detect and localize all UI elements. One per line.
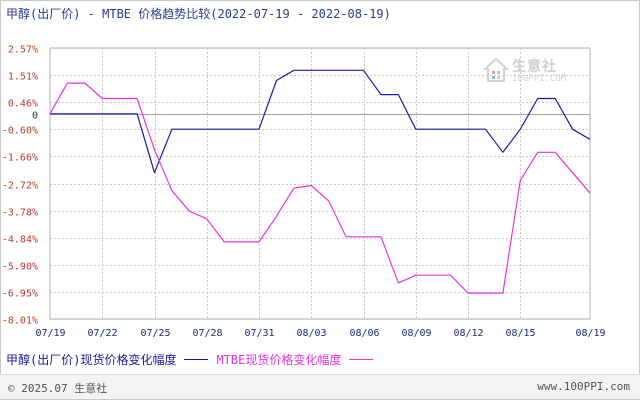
x-tick-label: 08/19 <box>575 328 605 339</box>
footer-site-link[interactable]: www.100PPI.com <box>537 380 630 393</box>
x-tick-label: 08/12 <box>453 328 483 339</box>
x-tick-label: 08/06 <box>349 328 379 339</box>
x-tick-label: 07/19 <box>35 328 65 339</box>
y-tick-label: 2.57% <box>8 45 38 56</box>
y-tick-label: 0.46% <box>8 99 38 110</box>
watermark-text: 生意社 <box>512 59 557 75</box>
watermark-subtext: 100PPI.COM <box>512 74 567 84</box>
y-tick-label: -0.60% <box>2 126 38 137</box>
legend-item-series-2: MTBE现货价格变化幅度 <box>216 351 374 368</box>
y-tick-label: -2.72% <box>2 181 38 192</box>
y-tick-label: 0 <box>32 111 38 122</box>
footer-copyright: © 2025.07 生意社 <box>8 382 108 395</box>
legend-label-series-2: MTBE现货价格变化幅度 <box>216 352 342 367</box>
legend-swatch-series-1 <box>184 358 209 360</box>
y-tick-label: -8.01% <box>2 316 38 327</box>
x-tick-label: 07/25 <box>140 328 170 339</box>
x-tick-label: 08/03 <box>296 328 326 339</box>
house-logo-icon <box>482 57 510 82</box>
x-tick-label: 08/09 <box>401 328 431 339</box>
watermark-logo: 生意社 100PPI.COM <box>482 56 582 88</box>
chart-title: 甲醇(出厂价) - MTBE 价格趋势比较(2022-07-19 - 2022-… <box>6 7 391 21</box>
x-tick-label: 07/31 <box>244 328 274 339</box>
y-tick-label: -5.90% <box>2 262 38 273</box>
footer-bar: © 2025.07 生意社 www.100PPI.com <box>0 374 640 399</box>
x-tick-label: 08/15 <box>505 328 535 339</box>
y-tick-label: 1.51% <box>8 72 38 83</box>
legend-swatch-series-2 <box>349 358 374 360</box>
series-line-2 <box>49 82 591 294</box>
plot-border <box>49 47 591 320</box>
y-tick-label: -3.78% <box>2 208 38 219</box>
x-tick-label: 07/28 <box>192 328 222 339</box>
x-tick-label: 07/22 <box>87 328 117 339</box>
chart-legend: 甲醇(出厂价)现货价格变化幅度 MTBE现货价格变化幅度 <box>6 351 381 367</box>
line-chart: 2.57% 1.51% 0.46%0 -0.60% -1.66% -2.72% -3.78%… <box>2 45 606 340</box>
series-line-1 <box>50 69 591 174</box>
y-tick-label: -1.66% <box>2 153 38 164</box>
legend-label-series-1: 甲醇(出厂价)现货价格变化幅度 <box>6 352 177 367</box>
y-tick-label: -6.95% <box>2 289 38 300</box>
y-tick-label: -4.84% <box>2 235 38 246</box>
legend-item-series-1: 甲醇(出厂价)现货价格变化幅度 <box>6 351 209 368</box>
